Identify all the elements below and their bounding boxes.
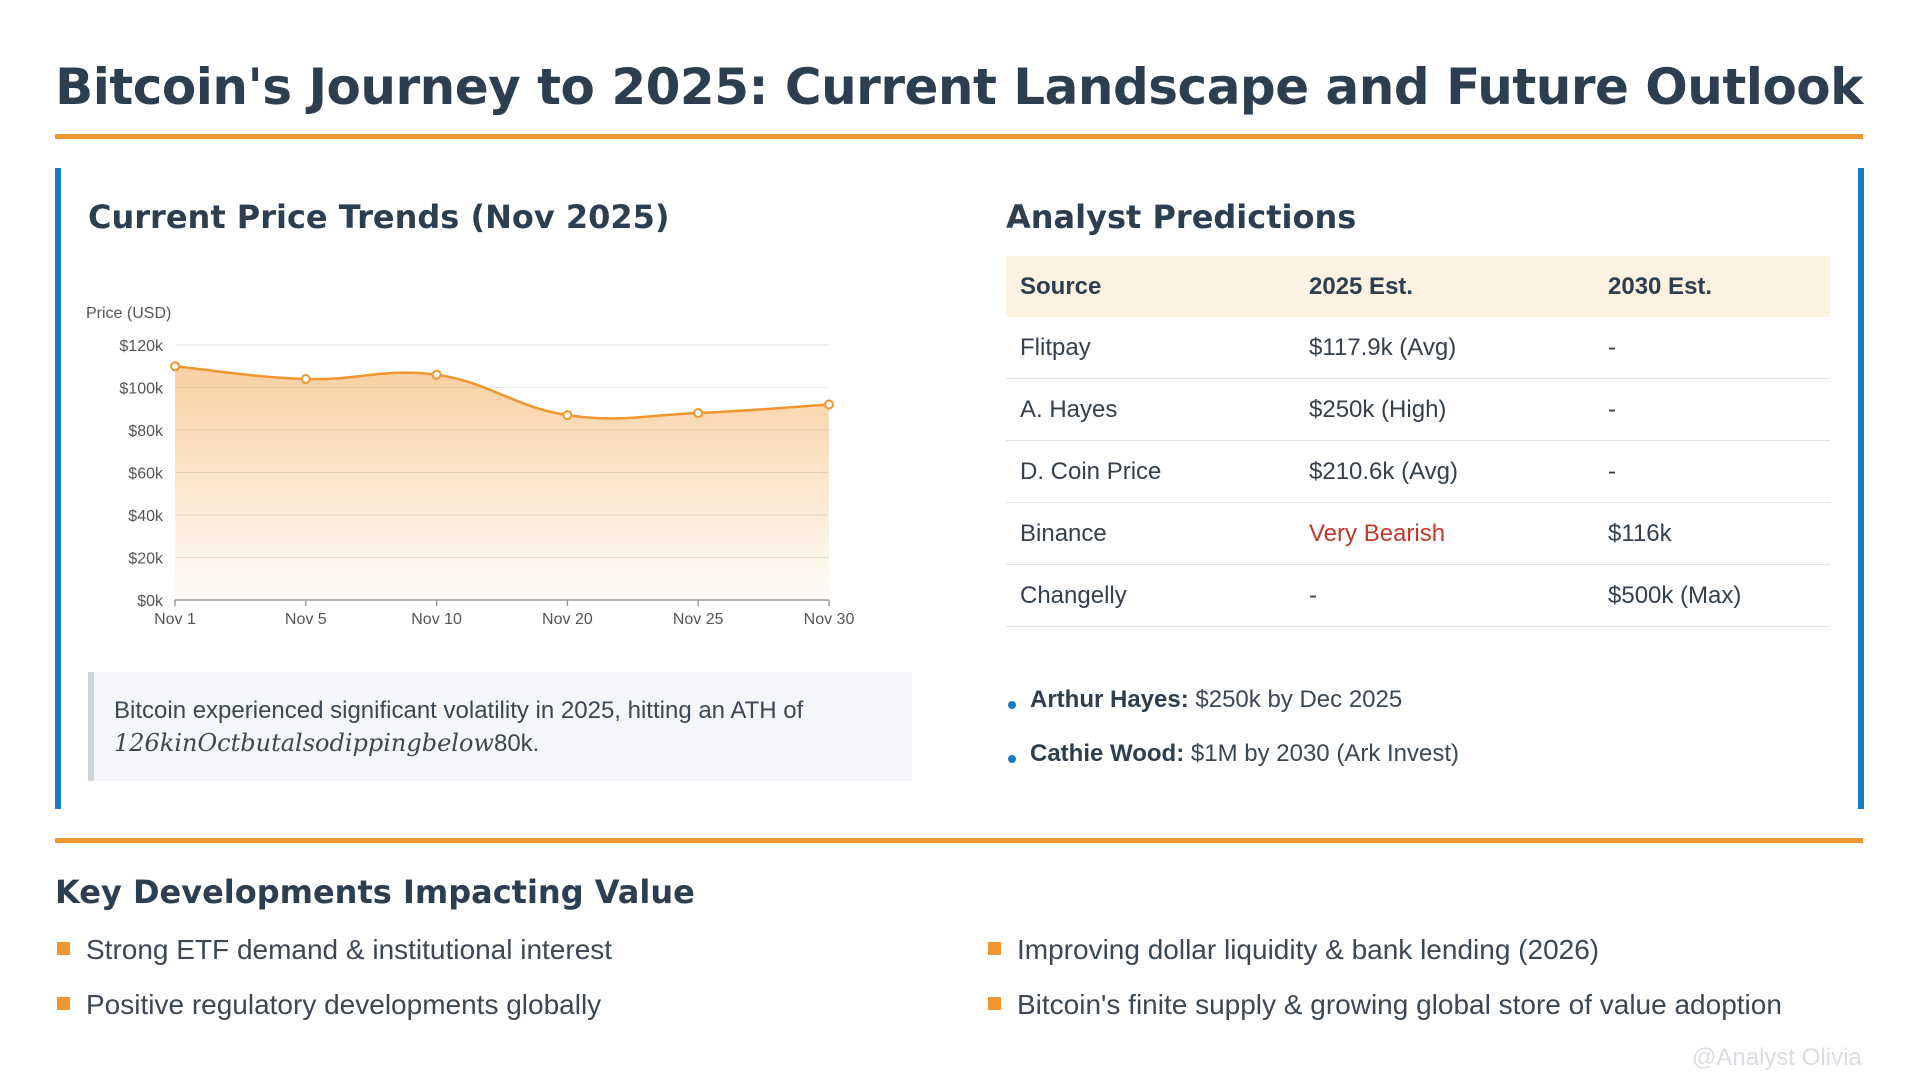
table-cell: -	[1594, 378, 1830, 441]
table-cell: Binance	[1006, 502, 1295, 565]
left-accent-bar	[55, 168, 61, 809]
table-cell: $117.9k (Avg)	[1295, 317, 1594, 379]
predictions-table: Source 2025 Est. 2030 Est. Flitpay $117.…	[1006, 256, 1830, 627]
development-item: Strong ETF demand & institutional intere…	[57, 934, 612, 966]
note-math-text: 126kinOctbutalsodippingbelow	[114, 729, 494, 757]
note-text: Bitcoin experienced significant volatili…	[114, 697, 804, 724]
table-cell: $250k (High)	[1295, 378, 1594, 441]
table-cell: $500k (Max)	[1594, 564, 1830, 627]
development-text: Positive regulatory developments globall…	[86, 989, 602, 1020]
section-divider	[55, 838, 1863, 843]
x-tick-label: Nov 30	[804, 611, 855, 628]
development-text: Strong ETF demand & institutional intere…	[86, 934, 613, 965]
table-row: D. Coin Price $210.6k (Avg) -	[1006, 440, 1830, 503]
square-bullet-icon	[988, 997, 1001, 1011]
square-bullet-icon	[57, 997, 70, 1011]
table-cell: D. Coin Price	[1006, 440, 1295, 503]
x-tick-label: Nov 20	[542, 611, 593, 628]
right-accent-bar	[1858, 168, 1864, 809]
y-axis-label: Price (USD)	[86, 305, 171, 322]
development-text: Improving dollar liquidity & bank lendin…	[1017, 934, 1600, 965]
table-cell: -	[1295, 564, 1594, 627]
table-row: Binance Very Bearish $116k	[1006, 502, 1830, 565]
data-point	[431, 369, 442, 380]
development-item: Positive regulatory developments globall…	[57, 989, 601, 1021]
table-row: Flitpay $117.9k (Avg) -	[1006, 317, 1830, 379]
x-tick-label: Nov 1	[154, 611, 196, 628]
developments-heading: Key Developments Impacting Value	[55, 873, 695, 911]
quote-text: $250k by Dec 2025	[1195, 686, 1403, 713]
y-tick-label: $20k	[128, 551, 164, 568]
data-point	[170, 361, 180, 372]
bearish-status-cell: Very Bearish	[1295, 502, 1594, 565]
quote-name: Cathie Wood:	[1030, 740, 1185, 767]
square-bullet-icon	[988, 942, 1001, 956]
page-title: Bitcoin's Journey to 2025: Current Lands…	[55, 58, 1863, 116]
y-tick-label: $0k	[137, 593, 164, 610]
data-point	[693, 408, 704, 418]
development-text: Bitcoin's finite supply & growing global…	[1017, 989, 1782, 1020]
column-header: 2030 Est.	[1594, 256, 1830, 317]
table-row: Changelly - $500k (Max)	[1006, 564, 1830, 627]
table-cell: -	[1594, 440, 1830, 503]
table-cell: $116k	[1594, 502, 1830, 565]
y-tick-label: $40k	[128, 508, 164, 525]
data-point	[300, 374, 311, 384]
bullet-icon	[1008, 754, 1016, 763]
development-item: Bitcoin's finite supply & growing global…	[988, 989, 1782, 1021]
x-tick-label: Nov 25	[673, 611, 724, 628]
y-tick-label: $120k	[119, 338, 164, 355]
title-divider	[55, 134, 1863, 139]
bullet-icon	[1008, 700, 1016, 709]
x-tick-label: Nov 5	[285, 611, 327, 628]
development-item: Improving dollar liquidity & bank lendin…	[988, 934, 1599, 966]
price-chart: Price (USD) $0k $20k $40k $60k $80k $100k $120k…	[86, 305, 855, 628]
data-point	[824, 399, 834, 410]
analyst-quote: Arthur Hayes: $250k by Dec 2025	[1008, 686, 1402, 714]
y-tick-label: $60k	[128, 466, 164, 483]
price-trends-heading: Current Price Trends (Nov 2025)	[88, 198, 670, 236]
price-area	[175, 366, 829, 600]
analyst-quote: Cathie Wood: $1M by 2030 (Ark Invest)	[1008, 740, 1459, 768]
quote-text: $1M by 2030 (Ark Invest)	[1190, 740, 1460, 767]
predictions-heading: Analyst Predictions	[1006, 198, 1357, 236]
watermark: @Analyst Olivia	[1692, 1044, 1862, 1071]
table-row: A. Hayes $250k (High) -	[1006, 378, 1830, 441]
table-cell: $210.6k (Avg)	[1295, 440, 1594, 503]
y-tick-label: $100k	[119, 381, 164, 398]
table-header-row: Source 2025 Est. 2030 Est.	[1006, 256, 1830, 317]
data-point	[562, 410, 573, 421]
square-bullet-icon	[57, 942, 70, 956]
table-cell: Changelly	[1006, 564, 1295, 627]
y-tick-label: $80k	[128, 423, 164, 440]
column-header: 2025 Est.	[1295, 256, 1594, 317]
table-cell: -	[1594, 317, 1830, 379]
table-cell: Flitpay	[1006, 317, 1295, 379]
note-suffix: 80k.	[493, 730, 540, 757]
price-note: Bitcoin experienced significant volatili…	[88, 672, 912, 781]
price-line	[174, 365, 830, 420]
quote-name: Arthur Hayes:	[1030, 686, 1189, 713]
table-cell: A. Hayes	[1006, 378, 1295, 441]
column-header: Source	[1006, 256, 1295, 317]
x-tick-label: Nov 10	[411, 611, 462, 628]
